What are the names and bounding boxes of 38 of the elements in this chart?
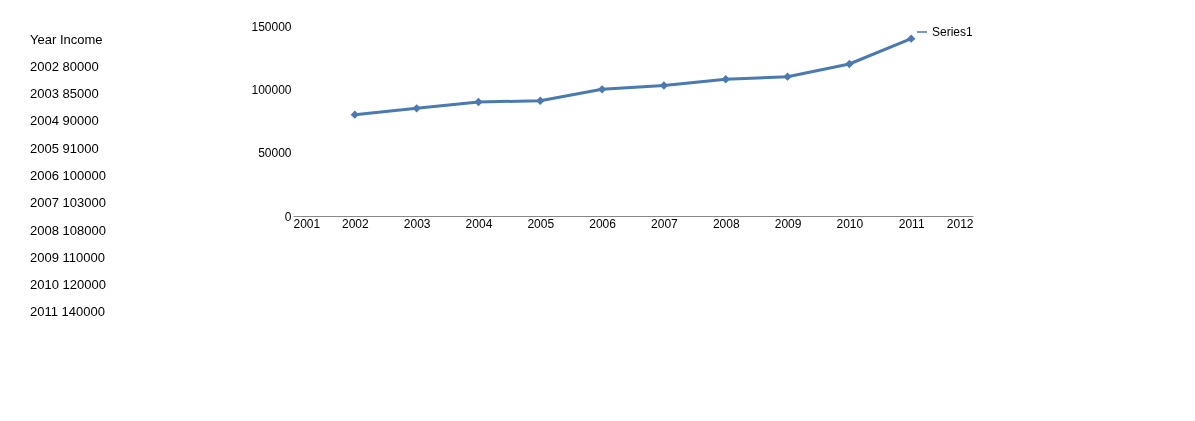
text: 2009 110000: [30, 249, 105, 265]
point: [597, 85, 607, 94]
x-tick-label: 2005: [527, 216, 555, 231]
text: 2010 120000: [30, 277, 106, 293]
y-tick-label: 100000: [251, 82, 292, 97]
text: 2011 140000: [30, 304, 105, 320]
x-tick-label: 2011: [898, 216, 925, 231]
x-tick-label: 2001: [293, 216, 321, 231]
point: [845, 59, 854, 69]
text: 2005 91000: [30, 140, 99, 156]
x-tick-label: 2004: [465, 216, 493, 231]
point: [412, 104, 421, 113]
point: [350, 110, 359, 119]
x-tick-label: 2010: [836, 216, 864, 231]
text: 2002 80000: [30, 58, 99, 74]
x-tick-label: 2002: [341, 216, 369, 231]
y-tick-label: 0: [284, 209, 292, 224]
point: [536, 96, 545, 105]
y-tick-label: 150000: [251, 19, 292, 34]
x-tick-label: 2007: [651, 216, 679, 231]
text: Year Income: [30, 31, 103, 47]
x-tick-label: 2009: [774, 216, 802, 231]
point: [907, 34, 916, 43]
legend-label: Series1: [932, 25, 974, 39]
text: 2003 85000: [30, 86, 99, 102]
point: [783, 72, 792, 81]
x-tick-label: 2012: [946, 216, 974, 231]
text: 2006 100000: [30, 168, 106, 183]
text: 2004 90000: [30, 113, 99, 129]
x-tick-label: 2003: [403, 216, 431, 231]
text: 2008 108000: [30, 222, 106, 238]
y-tick-label: 50000: [258, 146, 292, 161]
x-tick-label: 2008: [712, 216, 740, 231]
point: [721, 75, 730, 84]
text: 2007 103000: [30, 195, 106, 211]
point: [474, 97, 483, 107]
x-tick-label: 2006: [589, 216, 617, 231]
point: [659, 81, 669, 90]
